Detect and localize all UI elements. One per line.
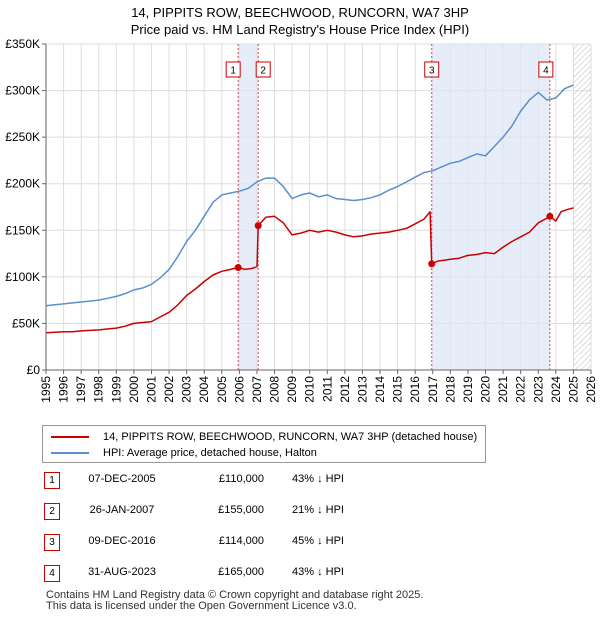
x-tick-label: 2011 bbox=[320, 376, 334, 402]
y-tick-label: £50K bbox=[12, 316, 40, 330]
legend-red-label: 14, PIPPITS ROW, BEECHWOOD, RUNCORN, WA7… bbox=[103, 431, 478, 443]
sale-label-box bbox=[225, 61, 241, 78]
x-tick-label: 2019 bbox=[461, 376, 475, 403]
footer-line-1: Contains HM Land Registry data © Crown c… bbox=[46, 589, 424, 601]
transaction-date: 07-DEC-2005 bbox=[88, 473, 156, 485]
x-tick-label: 2006 bbox=[232, 376, 246, 403]
sale-point bbox=[428, 260, 436, 268]
x-tick-label: 2002 bbox=[162, 376, 176, 403]
x-tick-label: 2015 bbox=[391, 376, 405, 403]
sale-label-box bbox=[538, 61, 554, 78]
chart-title: 14, PIPPITS ROW, BEECHWOOD, RUNCORN, WA7… bbox=[0, 4, 600, 38]
sale-label-text: 1 bbox=[230, 66, 236, 77]
x-tick-label: 2017 bbox=[426, 376, 440, 403]
y-tick-label: £200K bbox=[5, 177, 40, 191]
x-tick-label: 2025 bbox=[566, 376, 580, 403]
sale-label-box bbox=[255, 61, 271, 78]
transaction-price: £110,000 bbox=[218, 473, 264, 485]
transaction-hpi-diff: 43% ↓ HPI bbox=[292, 473, 344, 485]
x-tick-label: 2024 bbox=[549, 376, 563, 403]
transaction-number: 4 bbox=[44, 565, 60, 582]
table-row: 1 07-DEC-2005 £110,000 43% ↓ HPI bbox=[42, 472, 402, 503]
legend-item-hpi: HPI: Average price, detached house, Halt… bbox=[51, 445, 317, 461]
shaded-periods bbox=[238, 44, 591, 370]
shaded-period bbox=[238, 44, 259, 370]
sale-label-box bbox=[424, 61, 440, 78]
sale-label-text: 4 bbox=[543, 66, 549, 77]
x-tick-label: 1995 bbox=[39, 376, 53, 403]
future-hatch bbox=[573, 44, 591, 370]
table-row: 2 26-JAN-2007 £155,000 21% ↓ HPI bbox=[42, 503, 402, 534]
transaction-price: £155,000 bbox=[218, 504, 264, 516]
transaction-price: £165,000 bbox=[218, 566, 264, 578]
x-tick-label: 2016 bbox=[408, 376, 422, 403]
x-tick-label: 2013 bbox=[355, 376, 369, 403]
x-tick-label: 2021 bbox=[496, 376, 510, 403]
footer: Contains HM Land Registry data © Crown c… bbox=[46, 590, 423, 612]
sale-point bbox=[546, 212, 554, 220]
x-tick-label: 2010 bbox=[303, 376, 317, 403]
y-tick-label: £100K bbox=[5, 270, 40, 284]
hpi-line bbox=[45, 84, 574, 307]
y-tick-label: £0 bbox=[27, 363, 41, 377]
title-line-2: Price paid vs. HM Land Registry's House … bbox=[130, 22, 470, 37]
sale-point bbox=[234, 264, 242, 272]
sale-markers bbox=[234, 212, 554, 272]
y-tick-label: £150K bbox=[5, 223, 40, 237]
transaction-number: 1 bbox=[44, 472, 60, 489]
table-row: 3 09-DEC-2016 £114,000 45% ↓ HPI bbox=[42, 534, 402, 565]
legend: 14, PIPPITS ROW, BEECHWOOD, RUNCORN, WA7… bbox=[42, 425, 486, 463]
x-tick-label: 1999 bbox=[109, 376, 123, 403]
shaded-period bbox=[431, 44, 550, 370]
x-tick-label: 1997 bbox=[74, 376, 88, 403]
x-tick-label: 2014 bbox=[373, 376, 387, 403]
transaction-hpi-diff: 21% ↓ HPI bbox=[292, 504, 344, 516]
x-tick-label: 2012 bbox=[338, 376, 352, 403]
x-tick-label: 2004 bbox=[197, 376, 211, 403]
legend-red-line bbox=[51, 436, 89, 439]
series-layer bbox=[45, 84, 574, 334]
table-row: 4 31-AUG-2023 £165,000 43% ↓ HPI bbox=[42, 565, 402, 596]
footer-line-2: This data is licensed under the Open Gov… bbox=[46, 600, 357, 612]
axes-layer: £0 £50K £100K £150K £200K £250K £300K £350K 1995… bbox=[5, 37, 598, 403]
transactions-table: 1 07-DEC-2005 £110,000 43% ↓ HPI 2 26-JA… bbox=[42, 472, 402, 596]
transaction-number: 2 bbox=[44, 503, 60, 520]
title-line-1: 14, PIPPITS ROW, BEECHWOOD, RUNCORN, WA7… bbox=[131, 5, 469, 20]
legend-blue-label: HPI: Average price, detached house, Halt… bbox=[103, 447, 317, 459]
price-chart: £0 £50K £100K £150K £200K £250K £300K £350K 1995… bbox=[5, 37, 598, 403]
x-tick-label: 2026 bbox=[584, 376, 598, 403]
x-tick-label: 1998 bbox=[92, 376, 106, 403]
x-tick-label: 2001 bbox=[144, 376, 158, 403]
sale-point bbox=[254, 222, 262, 230]
x-tick-label: 2003 bbox=[180, 376, 194, 403]
x-tick-label: 2000 bbox=[127, 376, 141, 403]
sale-label-boxes: 1 2 3 4 bbox=[225, 61, 554, 78]
x-tick-label: 2022 bbox=[514, 376, 528, 403]
transaction-date: 31-AUG-2023 bbox=[88, 566, 156, 578]
transaction-hpi-diff: 45% ↓ HPI bbox=[292, 535, 344, 547]
x-tick-label: 2009 bbox=[285, 376, 299, 403]
legend-blue-line bbox=[51, 452, 89, 455]
x-tick-label: 2018 bbox=[443, 376, 457, 403]
x-tick-label: 2005 bbox=[215, 376, 229, 403]
x-tick-label: 2023 bbox=[531, 376, 545, 403]
x-tick-label: 2008 bbox=[268, 376, 282, 403]
transaction-price: £114,000 bbox=[218, 535, 264, 547]
legend-item-price: 14, PIPPITS ROW, BEECHWOOD, RUNCORN, WA7… bbox=[51, 429, 477, 445]
y-tick-label: £300K bbox=[5, 84, 40, 98]
y-tick-label: £350K bbox=[5, 37, 40, 51]
price-paid-line bbox=[45, 207, 574, 334]
y-tick-label: £250K bbox=[5, 130, 40, 144]
x-tick-label: 1996 bbox=[57, 376, 71, 403]
sale-label-text: 3 bbox=[429, 66, 435, 77]
transaction-date: 26-JAN-2007 bbox=[89, 504, 155, 516]
transaction-date: 09-DEC-2016 bbox=[88, 535, 156, 547]
transaction-hpi-diff: 43% ↓ HPI bbox=[292, 566, 344, 578]
transaction-number: 3 bbox=[44, 534, 60, 551]
x-tick-label: 2020 bbox=[479, 376, 493, 403]
sale-label-text: 2 bbox=[260, 66, 266, 77]
x-tick-label: 2007 bbox=[250, 376, 264, 403]
